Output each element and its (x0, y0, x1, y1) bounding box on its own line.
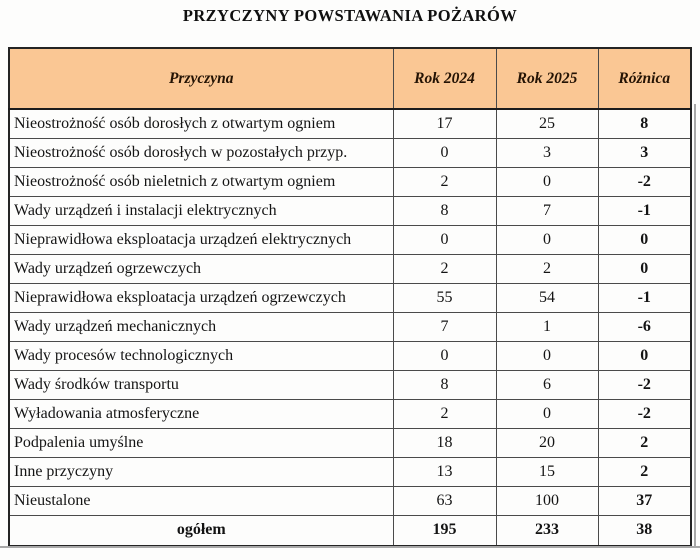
roznica-cell: 0 (597, 253, 692, 284)
cause-cell: Nieostrożność osób nieletnich z otwartym… (8, 166, 394, 197)
roznica-cell: 8 (597, 108, 692, 139)
table-row: Inne przyczyny 13 15 2 (8, 456, 692, 487)
rok-2024-cell: 2 (392, 166, 497, 197)
rok-2025-cell: 1 (495, 311, 599, 342)
header-row: Przyczyna Rok 2024 Rok 2025 Różnica (8, 47, 692, 110)
column-header-przyczyna: Przyczyna (8, 47, 394, 110)
roznica-cell: -1 (597, 195, 692, 226)
roznica-cell: 2 (597, 427, 692, 458)
rok-2025-cell: 100 (495, 485, 599, 516)
rok-2024-cell: 8 (392, 369, 497, 400)
rok-2024-cell: 0 (392, 137, 497, 168)
rok-2024-cell: 2 (392, 253, 497, 284)
cause-cell: Nieostrożność osób dorosłych w pozostały… (8, 137, 394, 168)
cause-cell: Nieprawidłowa eksploatacja urządzeń ogrz… (8, 282, 394, 313)
rok-2025-cell: 0 (495, 398, 599, 429)
column-header-roznica: Różnica (597, 47, 692, 110)
rok-2025-cell: 54 (495, 282, 599, 313)
column-header-rok-2024: Rok 2024 (392, 47, 497, 110)
total-row: ogółem 195 233 38 (8, 514, 692, 547)
rok-2024-cell: 55 (392, 282, 497, 313)
cause-cell: Nieostrożność osób dorosłych z otwartym … (8, 108, 394, 139)
rok-2024-cell: 0 (392, 224, 497, 255)
roznica-cell: -2 (597, 166, 692, 197)
rok-2024-cell: 13 (392, 456, 497, 487)
roznica-cell: 0 (597, 224, 692, 255)
cause-cell: Wady urządzeń ogrzewczych (8, 253, 394, 284)
cause-cell: Wady urządzeń i instalacji elektrycznych (8, 195, 394, 226)
table-row: Nieustalone 63 100 37 (8, 485, 692, 516)
total-rok-2024: 195 (392, 514, 497, 547)
total-roznica: 38 (597, 514, 692, 547)
rok-2025-cell: 25 (495, 108, 599, 139)
rok-2024-cell: 8 (392, 195, 497, 226)
table-header: Przyczyna Rok 2024 Rok 2025 Różnica (8, 47, 692, 110)
cause-cell: Wady środków transportu (8, 369, 394, 400)
roznica-cell: -6 (597, 311, 692, 342)
total-rok-2025: 233 (495, 514, 599, 547)
cause-cell: Nieustalone (8, 485, 394, 516)
rok-2024-cell: 63 (392, 485, 497, 516)
rok-2024-cell: 0 (392, 340, 497, 371)
rok-2025-cell: 6 (495, 369, 599, 400)
table-body: Nieostrożność osób dorosłych z otwartym … (8, 108, 692, 516)
roznica-cell: -2 (597, 398, 692, 429)
page-title: PRZYCZYNY POWSTAWANIA POŻARÓW (182, 6, 518, 25)
rok-2024-cell: 2 (392, 398, 497, 429)
rok-2025-cell: 2 (495, 253, 599, 284)
table-row: Nieostrożność osób dorosłych w pozostały… (8, 137, 692, 168)
cause-cell: Wyładowania atmosferyczne (8, 398, 394, 429)
fire-causes-table: Przyczyna Rok 2024 Rok 2025 Różnica Nieo… (8, 47, 692, 547)
cause-cell: Inne przyczyny (8, 456, 394, 487)
table-row: Wyładowania atmosferyczne 2 0 -2 (8, 398, 692, 429)
rok-2025-cell: 0 (495, 166, 599, 197)
rok-2024-cell: 7 (392, 311, 497, 342)
roznica-cell: 0 (597, 340, 692, 371)
rok-2024-cell: 17 (392, 108, 497, 139)
scan-shadow-bottom-edge (0, 546, 700, 548)
table-row: Nieprawidłowa eksploatacja urządzeń elek… (8, 224, 692, 255)
roznica-cell: 3 (597, 137, 692, 168)
column-header-rok-2025: Rok 2025 (495, 47, 599, 110)
total-label: ogółem (8, 514, 394, 547)
table-row: Wady urządzeń mechanicznych 7 1 -6 (8, 311, 692, 342)
cause-cell: Wady procesów technologicznych (8, 340, 394, 371)
rok-2025-cell: 15 (495, 456, 599, 487)
scan-shadow-right-edge (694, 104, 696, 548)
table-row: Podpalenia umyślne 18 20 2 (8, 427, 692, 458)
rok-2025-cell: 3 (495, 137, 599, 168)
cause-cell: Podpalenia umyślne (8, 427, 394, 458)
table-row: Nieostrożność osób nieletnich z otwartym… (8, 166, 692, 197)
rok-2024-cell: 18 (392, 427, 497, 458)
cause-cell: Wady urządzeń mechanicznych (8, 311, 394, 342)
cause-cell: Nieprawidłowa eksploatacja urządzeń elek… (8, 224, 394, 255)
table-row: Wady procesów technologicznych 0 0 0 (8, 340, 692, 371)
table-row: Nieprawidłowa eksploatacja urządzeń ogrz… (8, 282, 692, 313)
rok-2025-cell: 7 (495, 195, 599, 226)
roznica-cell: 37 (597, 485, 692, 516)
table-row: Wady środków transportu 8 6 -2 (8, 369, 692, 400)
rok-2025-cell: 0 (495, 224, 599, 255)
rok-2025-cell: 0 (495, 340, 599, 371)
roznica-cell: -1 (597, 282, 692, 313)
table-footer: ogółem 195 233 38 (8, 514, 692, 547)
rok-2025-cell: 20 (495, 427, 599, 458)
table-row: Nieostrożność osób dorosłych z otwartym … (8, 108, 692, 139)
roznica-cell: -2 (597, 369, 692, 400)
table-row: Wady urządzeń i instalacji elektrycznych… (8, 195, 692, 226)
roznica-cell: 2 (597, 456, 692, 487)
table-row: Wady urządzeń ogrzewczych 2 2 0 (8, 253, 692, 284)
